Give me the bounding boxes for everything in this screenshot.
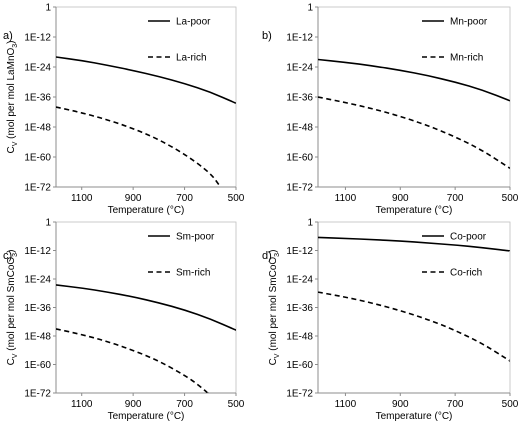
y-tick-label: 1E-12: [24, 33, 51, 44]
legend-label: Sm-rich: [176, 268, 210, 279]
x-tick-label: 700: [176, 399, 193, 410]
x-tick-label: 1100: [335, 399, 357, 410]
y-tick-label: 1E-24: [286, 275, 313, 286]
chart-panel-a: 1 1E-12 1E-24 1E-36 1E-48 1E-60 1E-72 1100 900 70…: [3, 3, 245, 217]
y-tick-label: 1E-60: [24, 153, 51, 164]
y-tick-label: 1E-48: [24, 123, 51, 134]
x-tick-label: 1100: [71, 399, 93, 410]
x-tick-label: 700: [447, 193, 464, 204]
y-tick-label: 1E-48: [24, 332, 51, 343]
x-tick-label: 900: [125, 193, 142, 204]
x-axis-label: Temperature (°C): [376, 411, 453, 422]
series-line-co-rich: [318, 291, 510, 362]
y-tick-label: 1E-24: [24, 275, 51, 286]
series-line-la-poor: [56, 56, 236, 105]
panel-label: a): [3, 30, 13, 42]
legend-label: Co-poor: [450, 232, 487, 243]
panel-label: b): [262, 30, 272, 42]
panel-label: d): [262, 250, 272, 262]
x-tick-label: 1100: [335, 193, 357, 204]
x-tick-label: 500: [502, 399, 519, 410]
y-tick-label: 1E-12: [286, 33, 313, 44]
legend-label: Co-rich: [450, 268, 482, 279]
chart-panel-b: 1 1E-12 1E-24 1E-36 1E-48 1E-60 1E-72 1100 900 70…: [262, 3, 519, 217]
legend-label: La-rich: [176, 53, 207, 64]
x-tick-label: 500: [228, 399, 245, 410]
y-tick-label: 1E-60: [24, 360, 51, 371]
chart-panel-c: 1 1E-12 1E-24 1E-36 1E-48 1E-60 1E-72 1100 900 70…: [3, 218, 245, 423]
y-tick-label: 1E-24: [24, 63, 51, 74]
y-axis-label: CV (mol per mol SmCoO3): [268, 250, 281, 366]
y-tick-label: 1: [307, 3, 313, 14]
plot-area-border: [317, 6, 511, 188]
legend-label: La-poor: [176, 17, 211, 28]
y-tick-label: 1E-48: [286, 123, 313, 134]
y-axis-label: CV (mol per mol LaMnO3): [6, 40, 19, 153]
x-tick-label: 700: [447, 399, 464, 410]
y-tick-label: 1: [45, 3, 51, 14]
y-tick-label: 1E-72: [24, 183, 51, 194]
x-tick-label: 500: [502, 193, 519, 204]
y-axis-label: CV (mol per mol SmCoO3): [6, 250, 19, 366]
plot-area-border: [55, 6, 237, 188]
x-axis-label: Temperature (°C): [108, 205, 185, 216]
x-tick-label: 1100: [71, 193, 93, 204]
y-tick-label: 1E-36: [286, 93, 313, 104]
series-line-co-poor: [318, 236, 510, 252]
series-line-sm-poor: [56, 284, 236, 331]
x-tick-label: 500: [228, 193, 245, 204]
series-line-la-rich: [56, 106, 222, 187]
y-tick-label: 1E-12: [286, 246, 313, 257]
y-tick-label: 1E-36: [24, 303, 51, 314]
y-tick-label: 1E-12: [24, 246, 51, 257]
legend-label: Mn-rich: [450, 53, 483, 64]
y-tick-label: 1E-48: [286, 332, 313, 343]
x-axis-label: Temperature (°C): [376, 205, 453, 216]
series-line-mn-poor: [318, 58, 510, 102]
chart-panel-d: 1 1E-12 1E-24 1E-36 1E-48 1E-60 1E-72 1100 900 70…: [262, 218, 519, 423]
plot-area-border: [55, 221, 237, 394]
series-line-sm-rich: [56, 328, 209, 393]
y-tick-label: 1: [307, 218, 313, 229]
x-tick-label: 900: [125, 399, 142, 410]
legend-label: Sm-poor: [176, 232, 215, 243]
x-axis-label: Temperature (°C): [108, 411, 185, 422]
legend-label: Mn-poor: [450, 17, 488, 28]
y-tick-label: 1E-72: [24, 389, 51, 400]
panel-label: c): [3, 250, 12, 262]
x-tick-label: 900: [392, 399, 409, 410]
y-tick-label: 1E-72: [286, 389, 313, 400]
y-tick-label: 1E-60: [286, 360, 313, 371]
y-tick-label: 1E-36: [24, 93, 51, 104]
y-tick-label: 1E-24: [286, 63, 313, 74]
y-tick-label: 1E-60: [286, 153, 313, 164]
y-tick-label: 1E-36: [286, 303, 313, 314]
x-tick-label: 900: [392, 193, 409, 204]
series-line-mn-rich: [318, 96, 510, 169]
y-tick-label: 1E-72: [286, 183, 313, 194]
y-tick-label: 1: [45, 218, 51, 229]
x-tick-label: 700: [176, 193, 193, 204]
